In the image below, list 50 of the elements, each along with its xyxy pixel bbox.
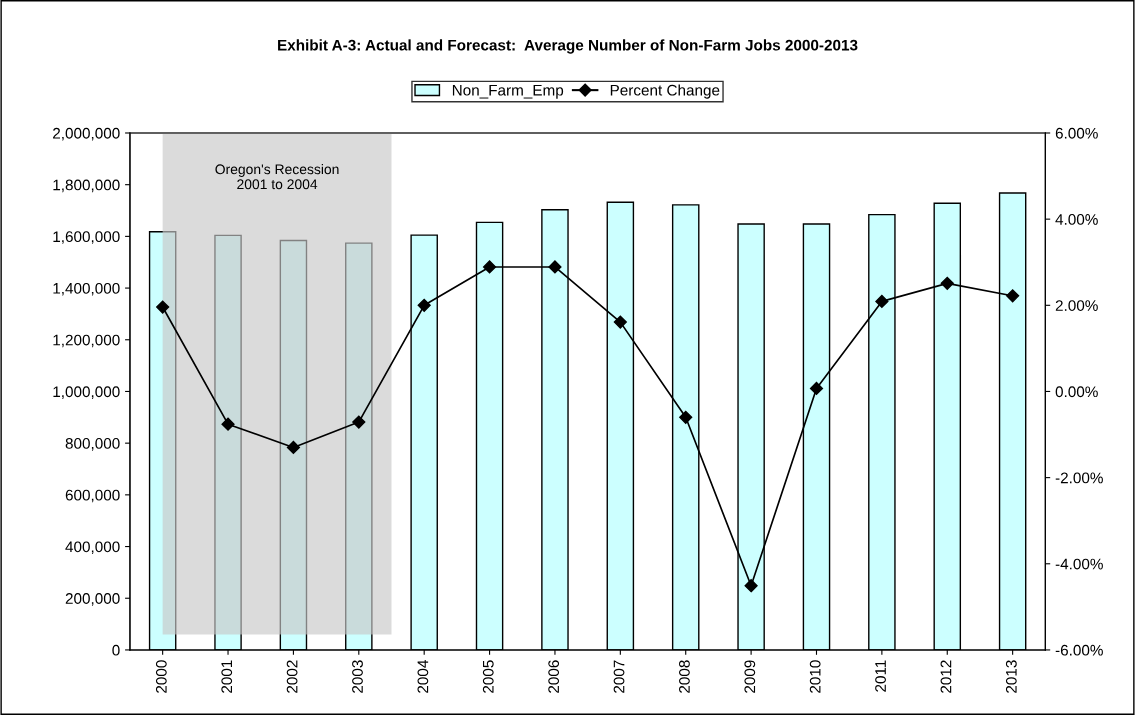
x-tick-label: 2008 bbox=[679, 660, 690, 693]
point bbox=[221, 417, 235, 431]
legend-label: Non_Farm_Emp bbox=[452, 84, 564, 99]
x-tick-label: 2007 bbox=[613, 660, 625, 693]
y-tick-label: 1,200,000 bbox=[53, 334, 120, 348]
chart-title: Exhibit A-3: Actual and Forecast: Average Number of Non-Farm Jobs 2000-2013 bbox=[278, 39, 858, 54]
y-tick-label: 200,000 bbox=[65, 593, 120, 606]
point bbox=[548, 260, 562, 274]
point bbox=[940, 276, 954, 290]
y-tick-label: 600,000 bbox=[65, 489, 120, 503]
y-tick-label: 2,000,000 bbox=[53, 127, 120, 141]
y2-tick-label: -2.00% bbox=[1055, 472, 1103, 484]
y2-tick-label: -4.00% bbox=[1055, 558, 1103, 570]
y-tick-label: 0 bbox=[112, 644, 120, 656]
x-tick-label: 2002 bbox=[286, 660, 298, 693]
point bbox=[809, 381, 824, 396]
legend-label: Percent Change bbox=[610, 84, 720, 99]
y-tick-label: 1,800,000 bbox=[53, 179, 120, 193]
x-tick-label: 2001 bbox=[221, 660, 233, 693]
x-tick-label: 2011 bbox=[875, 660, 886, 692]
y2-tick-label: 0.00% bbox=[1055, 386, 1098, 398]
x-tick-label: 2000 bbox=[155, 660, 167, 693]
x-tick-label: 2004 bbox=[417, 660, 429, 693]
x-tick-label: 2009 bbox=[744, 660, 756, 693]
y2-tick-label: 6.00% bbox=[1055, 127, 1098, 139]
y2-tick-label: -6.00% bbox=[1055, 644, 1103, 656]
point bbox=[156, 300, 170, 314]
x-tick-label: 2006 bbox=[548, 660, 560, 693]
point bbox=[613, 315, 627, 329]
x-tick-label: 2012 bbox=[940, 660, 952, 693]
x-tick-label: 2013 bbox=[1005, 660, 1017, 693]
y-tick-label: 400,000 bbox=[65, 541, 120, 555]
point bbox=[352, 415, 366, 429]
x-tick-label: 2003 bbox=[352, 660, 363, 693]
point bbox=[1006, 289, 1020, 303]
point bbox=[286, 440, 301, 455]
y-tick-label: 1,600,000 bbox=[53, 231, 120, 244]
y2-tick-label: 4.00% bbox=[1055, 214, 1098, 225]
x-tick-label: 2005 bbox=[482, 660, 494, 693]
point bbox=[482, 260, 497, 274]
y-tick-label: 800,000 bbox=[65, 438, 120, 451]
point bbox=[679, 410, 693, 424]
y-tick-label: 1,000,000 bbox=[53, 386, 120, 399]
band-label: Oregon's Recession 2001 to 2004 bbox=[215, 164, 339, 190]
y2-tick-label: 2.00% bbox=[1055, 300, 1098, 311]
y-tick-label: 1,400,000 bbox=[53, 282, 120, 296]
x-tick-label: 2010 bbox=[809, 660, 821, 693]
point bbox=[417, 298, 431, 312]
point bbox=[744, 579, 758, 593]
point bbox=[875, 294, 889, 309]
